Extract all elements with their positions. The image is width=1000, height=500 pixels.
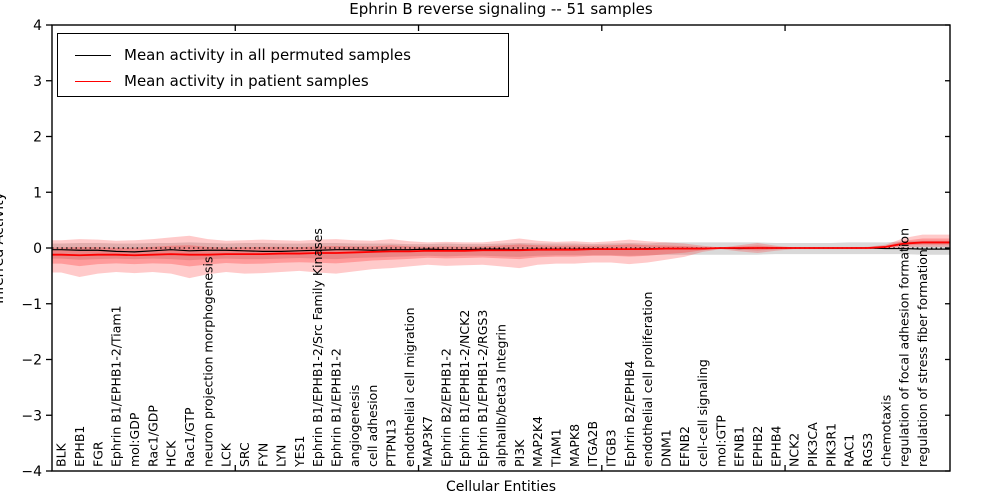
x-tick-label: YES1 — [292, 436, 307, 468]
x-tick-label: PTPN13 — [384, 419, 399, 467]
x-tick-label: HCK — [164, 440, 179, 467]
x-tick-label: EPHB4 — [768, 426, 783, 467]
x-tick-label: mol:GDP — [127, 412, 142, 467]
x-tick-label: EPHB1 — [72, 426, 87, 467]
x-tick-label: MAPK8 — [567, 424, 582, 467]
x-axis-label: Cellular Entities — [445, 479, 557, 495]
y-tick-label: 2 — [33, 130, 42, 146]
x-tick-label: ITGA2B — [585, 421, 600, 467]
x-tick-label: BLK — [54, 442, 69, 467]
x-tick-label: regulation of stress fiber formation — [915, 249, 930, 467]
x-tick-label: PIK3CA — [805, 422, 820, 467]
x-tick-label: LYN — [274, 445, 289, 467]
x-tick-label: angiogenesis — [347, 385, 362, 467]
x-tick-label: Ephrin B1/EPHB1-2 — [329, 348, 344, 467]
y-tick-label: 4 — [33, 18, 42, 34]
x-tick-label: EPHB2 — [750, 426, 765, 467]
legend-item-patient: Mean activity in patient samples — [58, 67, 369, 95]
patient-band-outer — [52, 234, 950, 279]
legend-label-patient: Mean activity in patient samples — [124, 72, 369, 90]
patient-mean-line — [52, 241, 950, 257]
x-tick-label: Ephrin B1/EPHB1-2/NCK2 — [457, 310, 472, 467]
y-tick-label: −2 — [21, 353, 42, 369]
patient-band-inner — [52, 238, 950, 267]
y-tick-label: −3 — [21, 408, 42, 424]
x-tick-label: EFNB1 — [732, 426, 747, 467]
x-tick-label: endothelial cell proliferation — [640, 292, 655, 467]
x-tick-label: MAP3K7 — [420, 416, 435, 467]
x-tick-label: TIAM1 — [548, 428, 563, 468]
x-tick-label: Rac1/GDP — [145, 405, 160, 467]
x-tick-label: Rac1/GTP — [182, 407, 197, 467]
x-tick-label: FYN — [255, 443, 270, 467]
permuted-line-sample-icon — [75, 54, 111, 56]
x-tick-label: neuron projection morphogenesis — [200, 256, 215, 467]
x-tick-label: FGR — [90, 441, 105, 467]
y-tick-label: 1 — [33, 185, 42, 201]
x-tick-label: PI3K — [512, 439, 527, 467]
x-tick-label: RAC1 — [842, 434, 857, 467]
x-tick-label: NCK2 — [787, 433, 802, 467]
x-tick-label: Ephrin B1/EPHB1-2/RGS3 — [475, 310, 490, 467]
x-tick-label: ITGB3 — [603, 429, 618, 467]
y-tick-label: 3 — [33, 74, 42, 90]
x-tick-label: alphaIIb/beta3 Integrin — [494, 324, 509, 467]
x-tick-label: MAP2K4 — [530, 416, 545, 467]
legend: Mean activity in all permuted samples Me… — [57, 33, 509, 97]
x-tick-label: Ephrin B1/EPHB1-2/Tiam1 — [109, 305, 124, 467]
x-tick-label: Ephrin B2/EPHB1-2 — [439, 348, 454, 467]
x-tick-label: PIK3R1 — [823, 423, 838, 467]
x-tick-label: DNM1 — [658, 429, 673, 467]
patient-line-sample-icon — [75, 80, 111, 82]
legend-label-permuted: Mean activity in all permuted samples — [124, 46, 411, 64]
x-tick-label: cell adhesion — [365, 385, 380, 467]
legend-item-permuted: Mean activity in all permuted samples — [58, 41, 411, 69]
y-tick-label: −4 — [21, 464, 42, 480]
x-tick-label: LCK — [219, 442, 234, 467]
x-tick-label: mol:GTP — [713, 415, 728, 467]
x-tick-label: Ephrin B2/EPHB4 — [622, 361, 637, 467]
chart-title: Ephrin B reverse signaling -- 51 samples — [349, 0, 653, 18]
x-tick-label: cell-cell signaling — [695, 359, 710, 467]
x-tick-label: SRC — [237, 442, 252, 467]
x-tick-label: RGS3 — [860, 433, 875, 467]
x-tick-label: regulation of focal adhesion formation — [897, 228, 912, 467]
y-tick-label: −1 — [21, 297, 42, 313]
x-tick-label: EFNB2 — [677, 426, 692, 467]
y-tick-label: 0 — [33, 241, 42, 257]
x-tick-label: endothelial cell migration — [402, 307, 417, 467]
x-tick-label: Ephrin B1/EPHB1-2/Src Family Kinases — [310, 228, 325, 467]
x-tick-label: chemotaxis — [878, 395, 893, 467]
